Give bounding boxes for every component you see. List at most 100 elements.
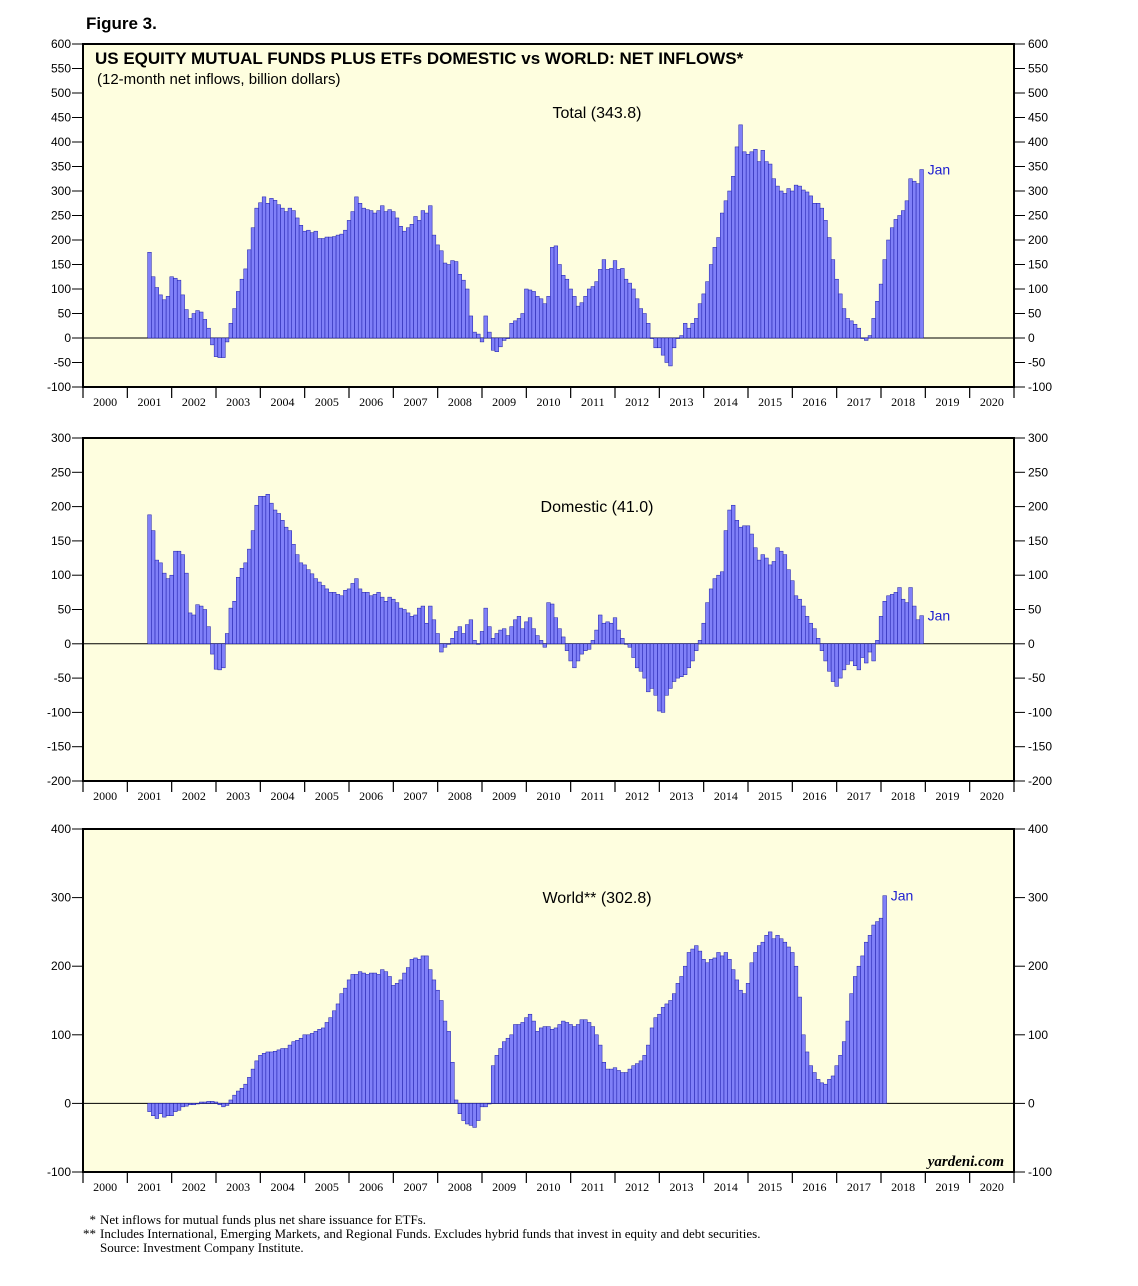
domestic-bar: [461, 633, 466, 645]
domestic-bar: [287, 530, 292, 645]
total-bar: [435, 244, 440, 339]
domestic-bar: [332, 592, 337, 645]
x-tick-label: 2015: [758, 1180, 782, 1194]
world-bar: [380, 969, 385, 1104]
total-bar: [657, 337, 662, 349]
total-bar: [505, 337, 510, 339]
footnote-2: ** Includes International, Emerging Marke…: [78, 1227, 760, 1241]
total-bar: [716, 237, 721, 339]
y-tick-label-right: 100: [1028, 282, 1048, 296]
world-bar: [250, 1068, 256, 1104]
world-bar: [683, 965, 688, 1104]
world-bar: [782, 941, 788, 1104]
domestic-bar: [339, 595, 344, 645]
world-bar: [502, 1041, 507, 1104]
total-bar: [280, 207, 285, 339]
y-tick-label-left: 50: [58, 307, 72, 321]
domestic-bar: [428, 605, 433, 645]
world-bar: [742, 993, 747, 1104]
total-bar: [756, 161, 762, 339]
x-tick-label: 2014: [714, 1180, 738, 1194]
world-bar: [575, 1024, 581, 1104]
world-bar: [542, 1026, 547, 1104]
total-bar: [479, 337, 485, 343]
total-bar: [690, 323, 695, 339]
world-bar: [239, 1088, 244, 1104]
world-bar: [635, 1063, 640, 1104]
world-bar: [749, 962, 754, 1104]
y-tick-label-left: 0: [64, 1096, 71, 1110]
domestic-bar: [350, 583, 355, 645]
x-tick-label: 2016: [803, 1180, 827, 1194]
x-tick-label: 2019: [936, 1180, 960, 1194]
world-bar: [805, 1051, 810, 1104]
footnotes: * Net inflows for mutual funds plus net s…: [78, 1213, 760, 1255]
domestic-bar: [228, 607, 233, 645]
total-bar: [332, 236, 337, 339]
world-bar: [642, 1055, 647, 1104]
world-bar: [790, 952, 795, 1104]
total-bar: [309, 232, 315, 339]
world-bar: [176, 1103, 182, 1111]
y-tick-label-left: 400: [51, 822, 71, 836]
world-bar: [232, 1094, 237, 1104]
domestic-bar: [509, 626, 514, 645]
world-bar: [221, 1103, 226, 1108]
domestic-bar: [213, 643, 219, 670]
chart-subtitle: (12-month net inflows, billion dollars): [97, 71, 340, 88]
domestic-bar: [590, 640, 595, 645]
domestic-bar: [919, 615, 924, 645]
domestic-bar: [694, 643, 699, 651]
world-bar: [864, 941, 869, 1104]
domestic-bar: [768, 564, 773, 645]
total-bar: [542, 303, 547, 339]
domestic-bar: [701, 622, 706, 645]
domestic-bar: [708, 588, 714, 645]
domestic-bar: [413, 614, 418, 645]
world-bar: [487, 1103, 492, 1105]
world-bar: [457, 1103, 462, 1114]
domestic-bar: [856, 643, 861, 671]
total-bar: [158, 294, 163, 339]
total-bar: [738, 124, 743, 339]
total-bar: [243, 268, 248, 339]
total-bar: [361, 207, 366, 339]
total-bar: [590, 286, 595, 339]
world-bar: [623, 1072, 629, 1104]
y-tick-label-right: 350: [1028, 160, 1048, 174]
domestic-bar: [380, 596, 385, 645]
total-bar: [524, 288, 529, 339]
world-bar: [154, 1103, 159, 1119]
domestic-bar: [276, 513, 281, 645]
world-bar: [261, 1053, 267, 1104]
total-bar: [727, 190, 732, 339]
y-tick-label-right: -50: [1028, 356, 1046, 370]
domestic-bar: [882, 601, 887, 645]
total-bar: [413, 216, 418, 339]
world-bar: [716, 952, 721, 1104]
total-bar: [387, 209, 392, 339]
world-bar: [169, 1103, 174, 1116]
domestic-bar: [557, 628, 562, 645]
total-bar: [454, 261, 459, 339]
x-tick-label: 2003: [226, 395, 250, 409]
world-bar: [686, 952, 691, 1104]
y-tick-label-right: 400: [1028, 822, 1048, 836]
world-bar: [406, 967, 411, 1104]
world-bar: [745, 983, 751, 1104]
domestic-bar: [653, 643, 658, 696]
domestic-bar: [487, 626, 492, 645]
total-bar: [901, 210, 906, 339]
world-bar: [734, 979, 740, 1104]
world-bar: [638, 1060, 643, 1104]
domestic-bar: [561, 636, 566, 645]
domestic-bar: [147, 514, 152, 645]
panel-domestic: -200 -200 -150 -150 -100 -100 -50 -50 0 0 50 50 100 1…: [47, 431, 1052, 803]
domestic-bar: [853, 643, 858, 667]
world-bar: [465, 1103, 470, 1125]
total-bar: [154, 287, 159, 339]
y-tick-label-right: 200: [1028, 500, 1048, 514]
world-bar: [590, 1026, 595, 1104]
total-bar: [553, 245, 558, 339]
total-bar: [812, 203, 817, 339]
